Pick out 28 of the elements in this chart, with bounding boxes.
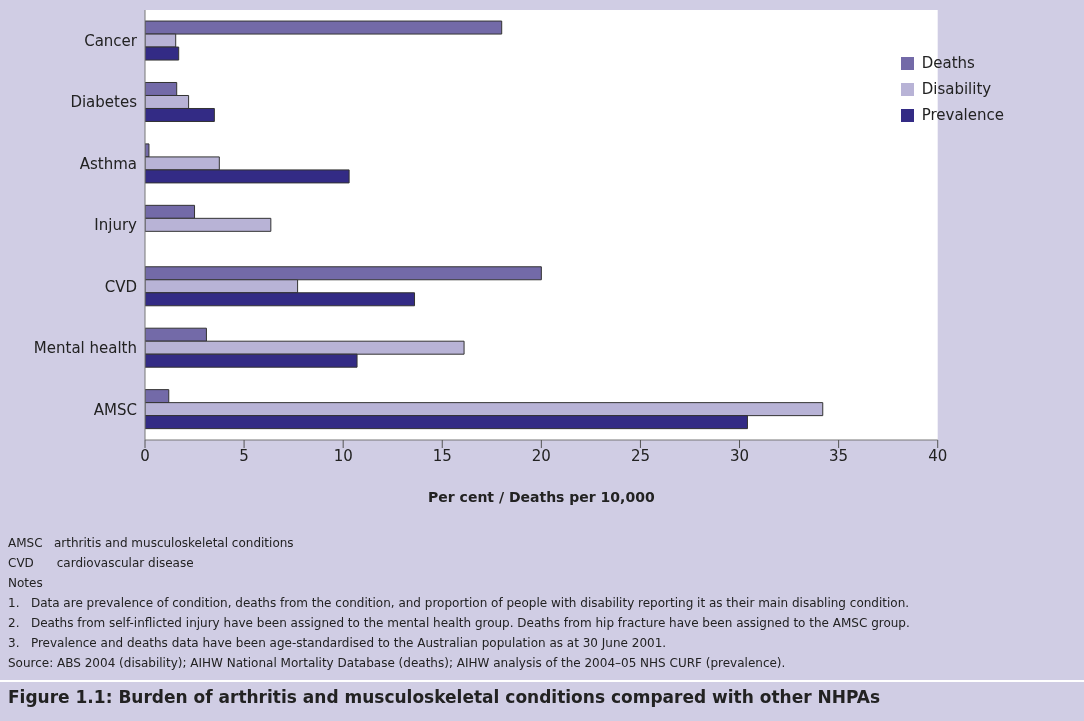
legend-label: Disability (921, 80, 992, 98)
x-tick-label: 40 (928, 446, 948, 465)
x-tick-label: 25 (630, 446, 650, 465)
y-tick-label: Injury (94, 216, 138, 235)
y-tick-label: Cancer (84, 32, 138, 51)
text: Figure 1.1: Burden of arthritis and musculoskeletal conditions compared with other NHPAs (8, 687, 881, 707)
y-tick-label: Asthma (79, 154, 137, 173)
x-tick-label: 20 (531, 446, 551, 465)
x-tick-label: 10 (333, 446, 353, 465)
x-tick-label: 0 (140, 446, 150, 465)
x-tick-label: 15 (432, 446, 452, 465)
y-tick-label: AMSC (93, 400, 137, 419)
x-axis-title: Per cent / Deaths per 10,000 (428, 489, 655, 505)
y-tick-label: Diabetes (70, 93, 138, 112)
x-tick-label: 30 (729, 446, 750, 465)
y-tick-label: Mental health (33, 339, 137, 358)
text: CVD cardiovascular disease (8, 555, 195, 572)
text: 2. Deaths from self-inflicted injury have been assigned to the mental health group. Deaths from hip fracture have been assigned to the AMSC group. (8, 615, 911, 632)
legend-label: Deaths (921, 54, 975, 72)
x-tick-label: 5 (239, 446, 249, 465)
legend-label: Prevalence (921, 106, 1004, 124)
source-note: Source: ABS 2004 (disability); AIHW National Mortality Database (deaths); AIHW analysis of the 2004–05 NHS CURF (prevalence). (8, 655, 787, 672)
text: 1. Data are prevalence of condition, deaths from the condition, and proportion of people with disability reporting it as their main disabling condition. (8, 595, 911, 612)
y-tick-label: CVD (104, 277, 137, 296)
text: Notes (8, 575, 44, 592)
text: AMSC arthritis and musculoskeletal conditions (8, 535, 295, 552)
text: 3. Prevalence and deaths data have been age-standardised to the Australian population as at 30 June 2001. (8, 635, 668, 652)
x-tick-label: 35 (829, 446, 849, 465)
